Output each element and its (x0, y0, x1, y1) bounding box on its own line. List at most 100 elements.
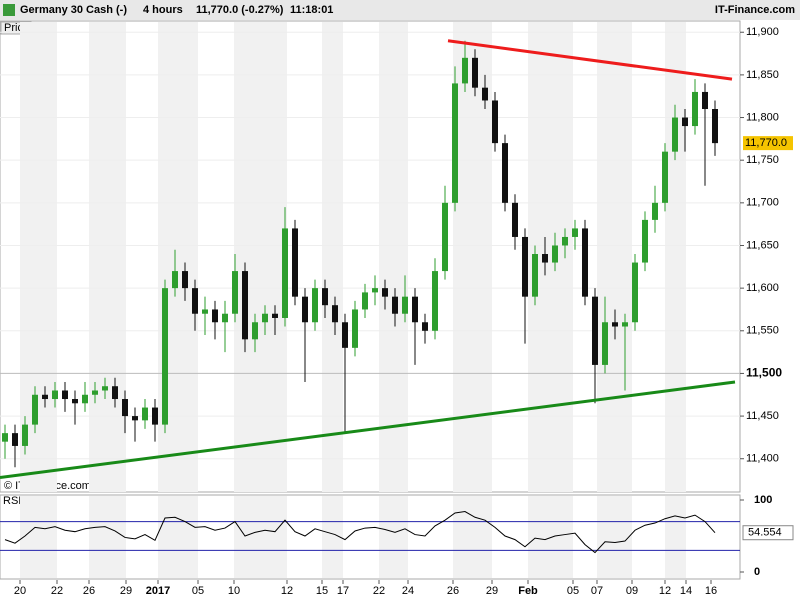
candle-body (712, 109, 718, 144)
candle-body (702, 91, 708, 110)
day-band (379, 496, 408, 578)
day-band (665, 22, 686, 492)
x-tick-label: 29 (486, 585, 498, 597)
last-price-label: 11,770.0 (745, 137, 787, 149)
x-tick-label: 29 (120, 585, 132, 597)
candle-body (682, 117, 688, 127)
candle-body (662, 151, 668, 203)
interval: 4 hours (143, 4, 183, 16)
price-frame (0, 20, 741, 493)
candle-body (152, 407, 158, 425)
candle-body (172, 271, 178, 289)
x-tick-label: 12 (281, 585, 293, 597)
candle-body (182, 271, 188, 289)
candle-body (402, 296, 408, 314)
candle-body (452, 83, 458, 203)
candle-body (52, 390, 58, 400)
candle-body (62, 390, 68, 400)
candle-body (102, 386, 108, 391)
candle-body (142, 407, 148, 421)
rsi-frame (0, 494, 741, 580)
rsi-tick-label: 100 (754, 494, 772, 506)
x-tick-label: 17 (337, 585, 349, 597)
candle-body (312, 288, 318, 323)
day-band (20, 496, 57, 578)
y-tick-label: 11,550 (746, 325, 779, 337)
day-band (322, 22, 343, 492)
candle-body (252, 322, 258, 340)
day-band (597, 496, 632, 578)
x-tick-label: Feb (518, 585, 538, 597)
candle-body (552, 245, 558, 263)
day-band (89, 496, 126, 578)
candle-body (532, 254, 538, 297)
candle-body (472, 57, 478, 88)
candle-body (512, 202, 518, 237)
candle-body (602, 322, 608, 365)
candle-body (232, 271, 238, 314)
y-tick-label: 11,600 (746, 282, 779, 294)
day-band (234, 22, 287, 492)
candle-body (412, 296, 418, 323)
candle-body (82, 394, 88, 404)
candle-body (632, 262, 638, 323)
y-tick-label: 11,900 (746, 26, 779, 38)
x-tick-label: 22 (373, 585, 385, 597)
candle-body (352, 309, 358, 348)
rsi-tick-label: 0 (754, 566, 760, 578)
day-band (528, 496, 573, 578)
x-tick-label: 07 (591, 585, 603, 597)
candle-body (292, 228, 298, 297)
y-tick-label: 11,400 (746, 453, 779, 465)
candle-body (482, 87, 488, 101)
candle-body (22, 424, 28, 446)
candle-body (572, 228, 578, 237)
day-band (379, 22, 408, 492)
y-tick-label: 11,800 (746, 111, 779, 123)
candle-body (72, 399, 78, 404)
candle-body (112, 386, 118, 400)
candle-body (322, 288, 328, 306)
candle-body (122, 399, 128, 417)
candle-body (652, 202, 658, 220)
candle-body (202, 309, 208, 314)
x-tick-label: 26 (447, 585, 459, 597)
candle-body (2, 433, 8, 442)
y-tick-label: 11,500 (746, 366, 782, 380)
candle-body (622, 322, 628, 327)
x-tick-label: 14 (680, 585, 692, 597)
rsi-line (4, 511, 716, 554)
day-band (20, 22, 57, 492)
x-tick-label: 05 (192, 585, 204, 597)
brand: IT-Finance.com (715, 4, 795, 16)
day-band (158, 496, 198, 578)
x-tick-label: 15 (316, 585, 328, 597)
y-tick-label: 11,450 (746, 410, 779, 422)
day-band (322, 496, 343, 578)
x-tick-label: 09 (626, 585, 638, 597)
candle-body (562, 236, 568, 246)
candle-body (522, 236, 528, 297)
candle-body (542, 254, 548, 263)
quote: 11,770.0 (-0.27%) (196, 4, 284, 16)
candle-body (492, 100, 498, 144)
rsi-last-box (742, 525, 794, 541)
candle-body (692, 91, 698, 127)
x-tick-label: 26 (83, 585, 95, 597)
x-tick-label: 22 (51, 585, 63, 597)
candle-body (642, 219, 648, 263)
candle-body (392, 296, 398, 314)
x-tick-label: 24 (402, 585, 414, 597)
candle-body (162, 288, 168, 425)
icon[interactable] (3, 4, 15, 16)
candle-body (302, 296, 308, 323)
instrument: Germany 30 Cash (-) (20, 4, 127, 16)
candle-body (432, 271, 438, 331)
x-tick-label: 20 (14, 585, 26, 597)
y-tick-label: 11,650 (746, 239, 779, 251)
candle-body (32, 394, 38, 425)
x-tick-label: 16 (705, 585, 717, 597)
candle-body (42, 394, 48, 400)
x-tick-label: 2017 (146, 585, 170, 597)
